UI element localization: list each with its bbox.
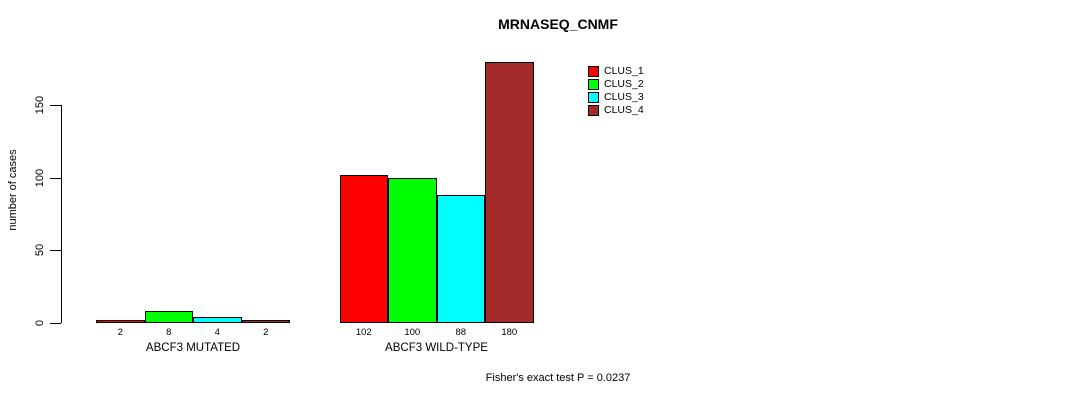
legend-label-clus_2: CLUS_2 (604, 78, 644, 90)
bar-value-label: 100 (404, 327, 421, 338)
chart-title: MRNASEQ_CNMF (498, 16, 618, 32)
bar-value-label: 102 (355, 327, 372, 338)
y-tick-label: 150 (34, 96, 46, 115)
legend-label-clus_1: CLUS_1 (604, 65, 644, 77)
legend-swatch-clus_3 (588, 92, 599, 103)
legend-label-clus_4: CLUS_4 (604, 104, 644, 116)
y-tick-label: 50 (34, 244, 46, 257)
y-tick (50, 322, 61, 324)
y-axis-label: number of cases (7, 149, 19, 231)
group-label: ABCF3 WILD-TYPE (385, 342, 488, 354)
bar-clus_3-wildtype (436, 195, 485, 324)
y-tick-label: 100 (34, 168, 46, 187)
bar-clus_1-mutated (96, 319, 145, 324)
bar-clus_2-mutated (144, 310, 193, 324)
bar-value-label: 2 (263, 327, 269, 338)
bar-value-label: 88 (455, 327, 467, 338)
legend-swatch-clus_2 (588, 79, 599, 90)
y-tick (50, 105, 61, 107)
legend-label-clus_3: CLUS_3 (604, 91, 644, 103)
bar-value-label: 2 (117, 327, 123, 338)
bar-clus_4-wildtype (485, 62, 534, 324)
bar-clus_3-mutated (193, 316, 242, 324)
y-axis-line (61, 105, 62, 324)
y-tick (50, 250, 61, 252)
fisher-test-annotation: Fisher's exact test P = 0.0237 (485, 372, 631, 384)
bar-clus_4-mutated (241, 319, 290, 324)
legend-swatch-clus_1 (588, 66, 599, 77)
bar-value-label: 4 (214, 327, 220, 338)
group-label: ABCF3 MUTATED (145, 342, 241, 354)
bar-value-label: 180 (501, 327, 518, 338)
legend-swatch-clus_4 (588, 105, 599, 116)
y-tick-label: 0 (34, 319, 46, 326)
bar-value-label: 8 (166, 327, 172, 338)
bar-clus_1-wildtype (339, 174, 388, 324)
bar-clus_2-wildtype (388, 177, 437, 324)
y-tick (50, 177, 61, 179)
